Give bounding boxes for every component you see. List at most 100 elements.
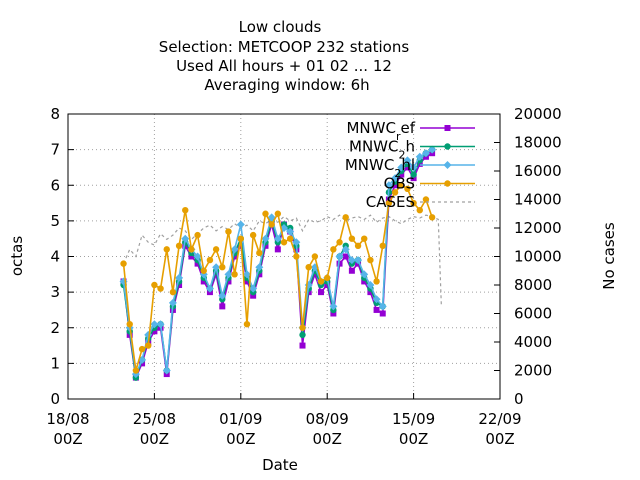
data-point-obs xyxy=(274,210,282,217)
title-line-3: Used All hours + 01 02 ... 12 xyxy=(176,57,392,75)
chart-title: Low clouds Selection: METCOOP 232 statio… xyxy=(159,18,410,94)
data-point-mnwc-2hl xyxy=(415,152,424,161)
data-point-mnwc-ref xyxy=(274,246,281,253)
data-point-mnwc-2hl xyxy=(156,320,165,329)
data-point-obs xyxy=(354,242,362,250)
data-point-mnwc-2h xyxy=(299,331,306,339)
data-point-mnwc-ref xyxy=(404,164,411,171)
data-point-mnwc-ref xyxy=(410,175,417,182)
data-point-obs xyxy=(206,256,214,264)
y-tick-label: 5 xyxy=(50,212,60,230)
data-point-mnwc-ref xyxy=(151,328,158,335)
title-line-1: Low clouds xyxy=(239,18,322,36)
data-point-obs xyxy=(169,288,177,296)
data-point-mnwc-2h xyxy=(410,171,417,178)
data-point-mnwc-2hl xyxy=(162,366,171,375)
data-point-mnwc-ref xyxy=(318,289,325,296)
data-point-mnwc-2hl xyxy=(249,284,258,293)
x-axis-label: Date xyxy=(262,456,298,474)
series-obs xyxy=(120,182,436,374)
y-tick-label: 2 xyxy=(50,319,60,337)
data-point-obs xyxy=(280,239,288,246)
data-point-mnwc-2hl xyxy=(168,298,177,307)
plot-frame xyxy=(67,113,501,400)
y2-axis-label: No cases xyxy=(600,222,618,290)
data-point-mnwc-2hl xyxy=(384,181,393,190)
data-point-mnwc-2hl xyxy=(230,245,239,254)
x-tick-label-hour: 00Z xyxy=(313,430,342,448)
data-point-obs xyxy=(410,199,417,207)
data-point-obs xyxy=(268,221,275,228)
y2-tick-label: 20000 xyxy=(514,105,562,123)
data-point-obs xyxy=(231,271,238,278)
data-point-obs xyxy=(330,246,337,253)
y2-tick-label: 12000 xyxy=(514,219,562,237)
data-point-obs xyxy=(311,253,319,260)
data-point-mnwc-2hl xyxy=(397,163,406,172)
y-tick-label: 7 xyxy=(50,141,60,159)
data-point-obs xyxy=(157,285,164,292)
data-point-obs xyxy=(416,206,423,214)
y-axis-label: octas xyxy=(8,236,26,276)
data-point-mnwc-2hl xyxy=(421,149,430,158)
data-point-mnwc-ref xyxy=(342,253,349,260)
data-point-mnwc-ref xyxy=(231,253,238,260)
y-tick-label: 6 xyxy=(50,176,60,194)
data-point-mnwc-2hl xyxy=(329,302,338,311)
data-point-mnwc-ref xyxy=(219,303,226,310)
data-point-mnwc-ref xyxy=(373,306,380,313)
data-point-mnwc-ref xyxy=(256,271,263,278)
x-tick-label-hour: 00Z xyxy=(399,430,428,448)
data-point-obs xyxy=(379,242,386,250)
data-point-mnwc-ref xyxy=(200,278,207,285)
legend-marker-mnwc-2h xyxy=(444,143,451,150)
x-tick-label-hour: 00Z xyxy=(140,430,169,448)
data-point-obs xyxy=(299,324,306,331)
data-point-obs xyxy=(404,185,411,193)
data-point-mnwc-2hl xyxy=(181,234,190,243)
data-point-mnwc-ref xyxy=(361,278,368,285)
y2-tick-label: 16000 xyxy=(514,162,562,180)
y2-tick-label: 0 xyxy=(514,390,524,408)
data-point-obs xyxy=(367,256,374,264)
data-point-obs xyxy=(305,263,312,271)
data-point-mnwc-ref xyxy=(416,160,423,167)
x-tick-label: 18/08 xyxy=(46,410,89,428)
data-point-mnwc-2hl xyxy=(354,256,363,265)
data-point-mnwc-2hl xyxy=(205,284,214,293)
data-point-obs xyxy=(163,246,170,253)
data-point-mnwc-2hl xyxy=(261,234,270,243)
data-point-mnwc-ref xyxy=(176,282,183,288)
data-point-obs xyxy=(219,263,226,271)
series-layer xyxy=(119,145,442,381)
y-tick-label: 1 xyxy=(50,354,60,372)
data-point-mnwc-ref xyxy=(299,342,306,349)
title-line-2: Selection: METCOOP 232 stations xyxy=(159,38,410,56)
x-tick-label: 08/09 xyxy=(306,410,349,428)
data-point-mnwc-2hl xyxy=(255,263,264,272)
data-point-mnwc-ref xyxy=(348,267,355,274)
series-line-cases xyxy=(122,214,442,307)
data-point-mnwc-2hl xyxy=(360,270,369,279)
data-point-obs xyxy=(262,210,269,217)
legend-marker-mnwc-ref xyxy=(444,125,451,131)
y2-tick-label: 6000 xyxy=(514,305,552,323)
x-tick-label-hour: 00Z xyxy=(485,430,514,448)
data-point-mnwc-2hl xyxy=(391,174,400,183)
data-point-obs xyxy=(293,253,300,260)
data-point-mnwc-2hl xyxy=(286,227,295,236)
data-point-obs xyxy=(391,189,399,196)
legend-item-obs: OBS xyxy=(384,175,475,193)
data-point-obs xyxy=(249,231,257,239)
x-tick-label-hour: 00Z xyxy=(53,430,82,448)
y2-tick-label: 10000 xyxy=(514,248,562,266)
data-point-mnwc-ref xyxy=(398,171,405,178)
data-point-mnwc-2hl xyxy=(218,291,227,300)
data-point-obs xyxy=(385,199,393,207)
data-point-obs xyxy=(336,239,343,246)
data-point-obs xyxy=(422,196,430,203)
data-point-obs xyxy=(237,235,244,242)
x-tick-label: 25/08 xyxy=(133,410,176,428)
y-tick-label: 3 xyxy=(50,283,60,301)
data-point-obs xyxy=(194,231,201,239)
